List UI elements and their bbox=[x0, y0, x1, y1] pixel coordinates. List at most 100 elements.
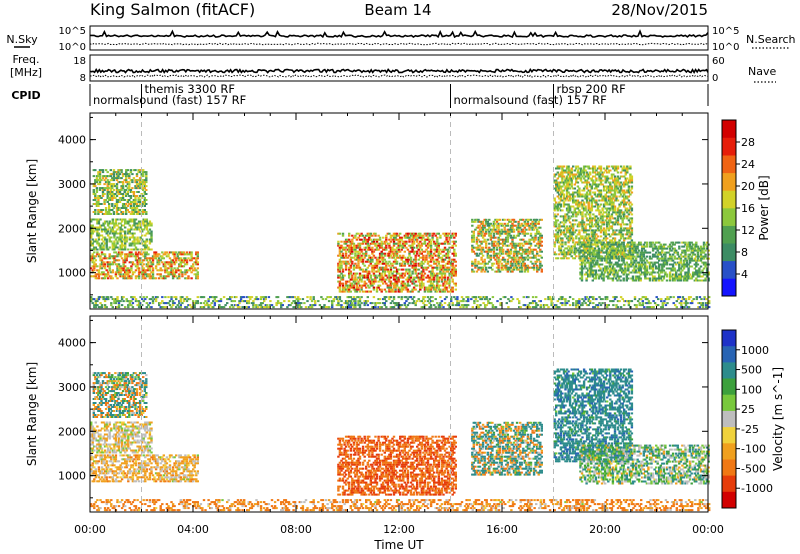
power-cell bbox=[511, 270, 514, 273]
power-cell bbox=[428, 264, 431, 267]
power-cell bbox=[486, 222, 489, 225]
power-cell bbox=[93, 275, 96, 278]
power-cell bbox=[613, 187, 617, 190]
power-cell bbox=[141, 261, 144, 264]
station-title: King Salmon (fitACF) bbox=[90, 0, 255, 19]
power-cell bbox=[604, 199, 607, 202]
power-cell bbox=[117, 171, 120, 174]
power-cell bbox=[593, 175, 597, 178]
power-cell bbox=[509, 242, 513, 245]
power-cell bbox=[420, 248, 423, 251]
power-cell bbox=[610, 193, 614, 196]
power-cell bbox=[395, 254, 399, 257]
power-cell bbox=[474, 258, 477, 261]
power-cell bbox=[114, 230, 118, 233]
power-cell bbox=[134, 265, 138, 268]
power-cell bbox=[128, 275, 131, 278]
power-cell bbox=[555, 183, 558, 186]
power-cell bbox=[568, 193, 572, 196]
power-cell bbox=[492, 242, 496, 245]
power-cell bbox=[154, 277, 158, 280]
power-cell bbox=[579, 263, 582, 266]
power-cell bbox=[619, 275, 622, 278]
power-cell bbox=[443, 288, 447, 291]
power-cell bbox=[190, 253, 193, 256]
power-cell bbox=[475, 254, 479, 257]
power-cell bbox=[587, 269, 590, 272]
power-cell bbox=[443, 268, 447, 271]
power-cell bbox=[103, 273, 107, 276]
power-cell bbox=[124, 259, 127, 262]
power-cell bbox=[436, 246, 439, 249]
power-cell bbox=[426, 260, 430, 263]
power-cell bbox=[495, 218, 499, 221]
power-cell bbox=[581, 225, 584, 228]
power-cell bbox=[349, 248, 352, 251]
power-cell bbox=[619, 253, 623, 256]
power-cell bbox=[145, 199, 148, 201]
power-cell bbox=[131, 191, 134, 193]
power-cell bbox=[355, 238, 359, 241]
power-cell bbox=[585, 257, 588, 260]
power-cell bbox=[391, 252, 394, 255]
power-cell bbox=[474, 266, 477, 269]
power-cell bbox=[565, 193, 569, 196]
power-cell bbox=[137, 267, 141, 270]
power-cell bbox=[561, 165, 564, 168]
power-cell bbox=[581, 219, 584, 222]
power-cell bbox=[580, 267, 584, 270]
power-cell bbox=[445, 234, 448, 237]
power-cell bbox=[380, 276, 383, 279]
power-cell bbox=[125, 271, 128, 274]
power-cell bbox=[590, 251, 593, 254]
power-cell bbox=[409, 274, 413, 277]
power-cell bbox=[454, 288, 457, 291]
power-cell bbox=[555, 173, 558, 176]
power-cell bbox=[357, 276, 360, 279]
power-cell bbox=[98, 175, 102, 178]
power-cell bbox=[365, 274, 368, 277]
power-cell bbox=[156, 273, 159, 276]
power-cell bbox=[121, 207, 125, 209]
power-cell bbox=[439, 272, 442, 275]
power-cell bbox=[511, 238, 514, 241]
power-cell bbox=[111, 177, 114, 180]
power-cell bbox=[170, 271, 173, 274]
power-cell bbox=[360, 268, 363, 271]
power-cell bbox=[97, 255, 101, 258]
power-cell bbox=[97, 205, 100, 207]
power-cell bbox=[148, 238, 152, 241]
power-cell bbox=[121, 197, 125, 199]
power-cell bbox=[167, 261, 170, 264]
power-cell bbox=[412, 264, 416, 267]
power-cell bbox=[105, 273, 108, 276]
power-cell bbox=[590, 219, 593, 222]
power-cell bbox=[151, 259, 155, 262]
power-cell bbox=[448, 232, 451, 235]
power-cell bbox=[341, 286, 345, 289]
power-cell bbox=[568, 233, 572, 236]
power-cell bbox=[590, 207, 593, 210]
power-cell bbox=[148, 275, 152, 278]
power-cell bbox=[532, 224, 536, 227]
power-cell bbox=[116, 236, 119, 239]
power-cell bbox=[366, 290, 369, 293]
power-cell bbox=[619, 225, 623, 228]
power-cell bbox=[132, 199, 136, 201]
power-cell bbox=[454, 274, 457, 277]
power-cell bbox=[121, 185, 125, 188]
power-cell bbox=[91, 248, 94, 251]
power-cell bbox=[428, 238, 431, 241]
power-cell bbox=[344, 262, 348, 265]
power-cell bbox=[111, 209, 114, 211]
power-cell bbox=[445, 270, 448, 273]
power-cell bbox=[580, 265, 584, 268]
power-cell bbox=[426, 286, 430, 289]
power-cell bbox=[397, 256, 400, 259]
power-cell bbox=[580, 263, 584, 266]
power-cell bbox=[481, 266, 485, 269]
power-cell bbox=[103, 226, 107, 229]
power-cell bbox=[498, 222, 502, 225]
power-cell bbox=[500, 252, 503, 255]
power-cell bbox=[115, 191, 119, 193]
